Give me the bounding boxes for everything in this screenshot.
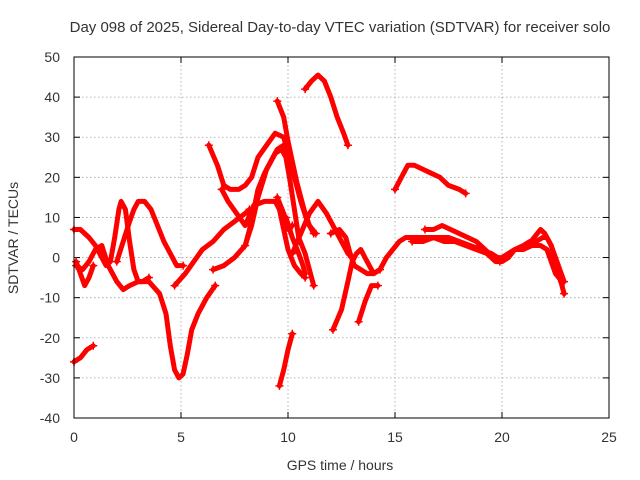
x-axis-label: GPS time / hours [287,457,394,473]
y-tick-label: -30 [40,370,60,386]
series-point-marker [461,189,470,198]
series-point-marker [288,249,297,258]
series-point-marker [301,85,310,94]
x-tick-label: 10 [280,429,296,445]
series-point-marker [89,261,98,270]
series-point-marker [560,289,569,298]
series-point-marker [328,325,337,334]
x-tick-label: 0 [70,429,78,445]
series-point-marker [288,221,297,230]
y-tick-label: -10 [40,290,60,306]
series-point-marker [420,225,429,234]
series-group [70,72,569,390]
chart-title: Day 098 of 2025, Sidereal Day-to-day VTE… [70,19,611,36]
y-tick-label: 20 [44,169,60,185]
series-point-marker [204,141,213,150]
series-point-marker [408,237,417,246]
series-point-marker [179,261,188,270]
series-point-marker [211,281,220,290]
y-tick-label: -20 [40,330,60,346]
series-point-marker [170,281,179,290]
x-tick-label: 25 [601,429,617,445]
series-point-marker [72,257,81,266]
series-point-marker [112,257,121,266]
series-s23 [525,227,567,297]
series-s3 [71,343,96,365]
y-axis-label: SDTVAR / TECUs [5,182,21,294]
series-point-marker [209,265,218,274]
series-s8 [219,186,308,281]
series-point-marker [273,97,282,106]
series-point-marker [311,229,320,238]
y-tick-label: -40 [40,410,60,426]
series-point-marker [279,141,288,150]
series-point-marker [273,193,282,202]
y-tick-label: 10 [44,209,60,225]
y-tick-label: 0 [52,250,60,266]
series-point-marker [376,265,385,274]
series-s4 [73,259,96,289]
y-tick-label: 40 [44,89,60,105]
series-point-marker [301,269,310,278]
series-s21 [409,235,565,285]
series-s6 [172,206,252,289]
y-tick-label: 30 [44,129,60,145]
series-s5 [114,198,186,269]
tick-labels: 0 5 10 15 20 25 -40 -30 -20 -10 0 10 20 30 40 50 [40,49,617,445]
series-point-marker [391,185,399,194]
x-tick-label: 5 [177,429,185,445]
series-point-marker [241,241,250,250]
series-point-marker [354,317,363,326]
series-s16 [289,198,355,261]
series-point-marker [217,185,226,194]
x-tick-label: 20 [494,429,510,445]
series-point-marker [326,229,335,238]
series-point-marker [495,257,504,266]
series-s18 [330,247,383,333]
series-point-marker [523,241,532,250]
series-point-marker [288,329,297,338]
series-s11 [242,142,287,248]
series-s22 [422,223,503,265]
series-point-marker [343,141,352,150]
series-point-marker [275,381,284,390]
series-s1 [71,198,152,285]
series-s15 [274,194,295,232]
series-point-marker [309,281,318,290]
series-s14 [276,331,295,389]
series-point-marker [89,341,98,350]
series-s13 [302,72,351,148]
series-s20 [392,162,469,196]
x-tick-label: 15 [387,429,403,445]
series-s19 [356,283,381,325]
y-tick-label: 50 [44,49,60,65]
series-s2 [73,243,218,381]
plot-frame [73,56,610,419]
series-point-marker [373,281,382,290]
